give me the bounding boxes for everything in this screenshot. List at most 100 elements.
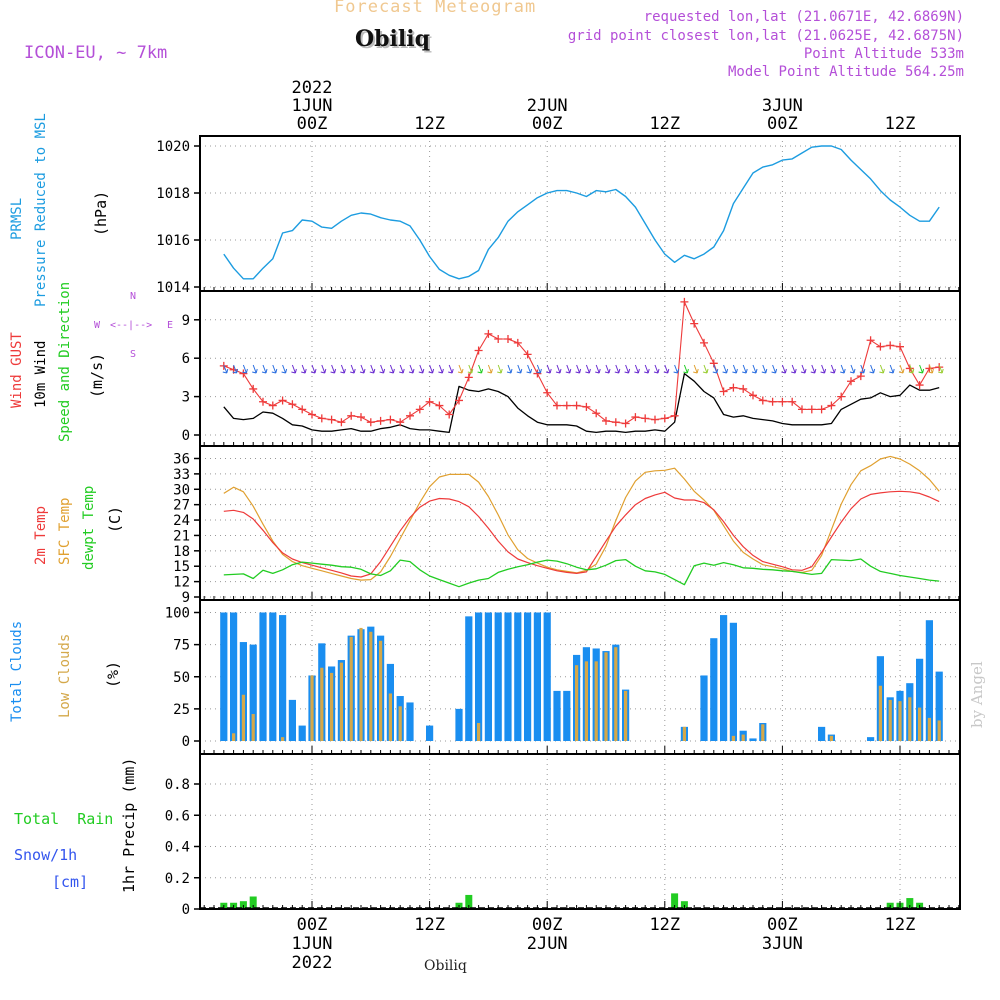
wind-gust-marker xyxy=(749,391,757,400)
y-tick-label-temp: 15 xyxy=(173,559,190,575)
low-clouds-bar xyxy=(604,652,608,741)
y-tick-label-pressure: 1014 xyxy=(156,280,190,296)
wind-gust-marker xyxy=(866,336,875,345)
compass-cross: <--|--> xyxy=(110,320,153,331)
wind-direction-arrow xyxy=(575,364,582,374)
pressure-label-prmsl: PRMSL xyxy=(9,197,25,240)
y-tick-label-precip: 0.6 xyxy=(165,808,190,824)
wind-gust-marker xyxy=(562,401,571,410)
wind-direction-arrow xyxy=(712,364,719,374)
wind-direction-arrow xyxy=(350,364,356,374)
top-time-label: 00Z xyxy=(767,114,798,134)
location-title: Obiliq xyxy=(355,26,431,52)
wind-direction-arrow xyxy=(448,364,454,374)
bottom-time-label: 3JUN xyxy=(762,934,803,954)
wind-direction-arrow xyxy=(683,364,689,374)
compass-n: N xyxy=(130,291,137,302)
y-tick-label-wind: 6 xyxy=(182,351,190,367)
total-clouds-bar xyxy=(269,612,277,741)
wind-gust-marker xyxy=(523,350,532,359)
wind-gust-marker xyxy=(915,381,924,390)
wind-direction-arrow xyxy=(693,364,699,374)
wind-direction-arrow xyxy=(252,364,258,374)
wind-gust-marker xyxy=(798,405,806,414)
wind-gust-marker xyxy=(807,405,816,414)
total-clouds-bar xyxy=(925,620,933,741)
low-clouds-bar xyxy=(908,697,912,741)
wind-gust-marker xyxy=(278,396,287,405)
rain-bar xyxy=(465,894,473,909)
wind-gust-marker xyxy=(602,416,610,425)
wind-gust-marker xyxy=(768,397,777,406)
wind-direction-arrow xyxy=(771,364,778,374)
wind-direction-arrow xyxy=(418,364,425,374)
wind-gust-marker xyxy=(582,402,591,411)
wind-gust-marker xyxy=(513,338,522,347)
total-clouds-bar xyxy=(465,616,473,741)
header-top-title: Forecast Meteogram xyxy=(334,0,537,17)
wind-direction-arrow xyxy=(497,364,503,374)
wind-direction-arrow xyxy=(536,364,542,374)
low-clouds-bar xyxy=(388,693,392,741)
y-tick-label-clouds: 100 xyxy=(165,606,190,622)
bottom-time-label: 2022 xyxy=(292,953,333,973)
wind-gust-marker xyxy=(259,397,267,406)
low-clouds-bar xyxy=(359,627,363,741)
total-clouds-bar xyxy=(700,675,708,741)
wind-gust-marker xyxy=(239,369,248,378)
panel-frame-precip xyxy=(199,753,961,910)
series-layer xyxy=(200,145,960,909)
wind-direction-arrow xyxy=(761,364,768,374)
total-clouds-bar xyxy=(288,699,296,741)
wind-direction-arrow xyxy=(271,364,278,374)
top-time-label: 2JUN xyxy=(527,96,568,116)
wind-gust-marker xyxy=(827,401,836,410)
wind-gust-marker xyxy=(543,388,552,397)
wind-direction-label: Speed and Direction xyxy=(57,281,73,442)
low-clouds-bar xyxy=(731,735,735,741)
wind-unit: (m/s) xyxy=(88,352,106,398)
wind-gust-marker xyxy=(464,373,473,382)
total-clouds-bar xyxy=(916,658,924,741)
temp-unit: (C) xyxy=(106,505,124,533)
low-clouds-bar xyxy=(937,720,941,741)
grid-point-coords: grid point closest lon,lat (21.0625E, 42… xyxy=(567,28,964,44)
wind-gust-marker xyxy=(700,338,708,347)
wind-gust-marker xyxy=(837,392,846,401)
wind-direction-arrow xyxy=(232,364,239,374)
wind-gust-marker xyxy=(788,397,797,406)
wind-direction-arrow xyxy=(614,364,621,374)
dewpt-temp-line xyxy=(223,558,940,588)
model-altitude: Model Point Altitude 564.25m xyxy=(727,64,964,80)
total-clouds-bar xyxy=(494,612,502,741)
bottom-time-label: 12Z xyxy=(414,915,445,935)
bottom-time-label: 2JUN xyxy=(527,934,568,954)
total-clouds-bar xyxy=(710,638,718,741)
wind-direction-arrow xyxy=(869,364,876,374)
total-clouds-bar xyxy=(749,738,757,741)
top-time-label: 1JUN xyxy=(292,96,333,116)
y-tick-label-temp: 24 xyxy=(173,513,190,529)
y-tick-label-temp: 21 xyxy=(173,528,190,544)
bottom-time-label: 00Z xyxy=(297,915,328,935)
wind-direction-arrow xyxy=(634,364,640,374)
y-tick-label-clouds: 75 xyxy=(173,638,190,654)
wind-direction-arrow xyxy=(781,364,787,374)
wind-gust-marker xyxy=(317,414,326,423)
total-clouds-bar xyxy=(230,612,238,741)
wind-gust-marker xyxy=(474,346,483,355)
requested-coords: requested lon,lat (21.0671E, 42.6869N) xyxy=(643,9,964,25)
wind-direction-arrow xyxy=(889,364,895,374)
low-clouds-bar xyxy=(898,701,902,741)
wind-direction-arrow xyxy=(477,364,484,374)
compass-e: E xyxy=(167,320,174,331)
wind-gust-marker xyxy=(308,410,316,419)
wind-gust-marker xyxy=(494,335,503,343)
wind-gust-marker xyxy=(739,384,748,393)
wind-gust-marker xyxy=(386,415,395,424)
wind-direction-arrow xyxy=(301,364,307,374)
wind-gust-marker xyxy=(778,397,787,406)
y-tick-label-temp: 18 xyxy=(173,544,190,560)
wind-direction-arrow xyxy=(281,364,288,374)
wind-gust-marker xyxy=(435,401,444,410)
